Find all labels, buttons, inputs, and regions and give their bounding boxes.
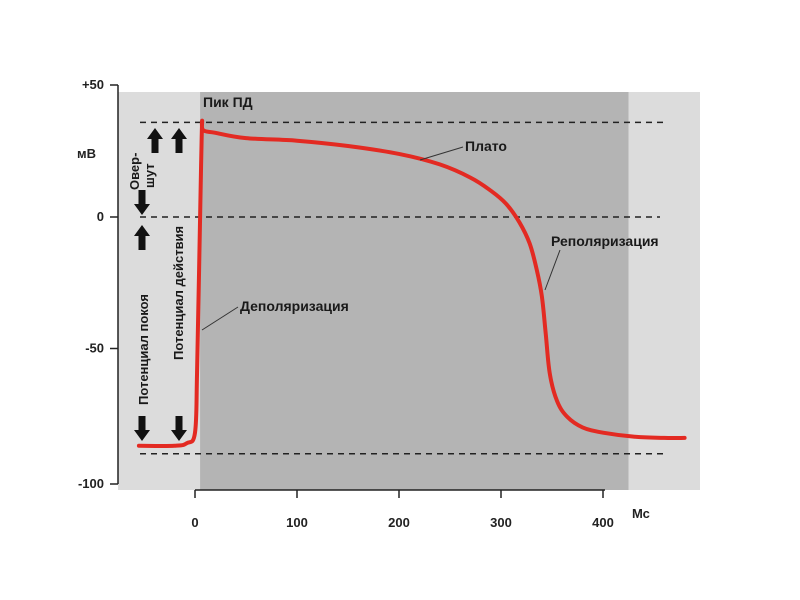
y-tick-label: -50 [85, 341, 104, 356]
y-tick-label: -100 [78, 476, 104, 491]
annotation-peak: Пик ПД [203, 94, 253, 110]
arrow-up-zero-left [134, 225, 150, 250]
arrow-up-action-top [171, 128, 187, 153]
y-axis-label: мВ [77, 146, 96, 161]
arrow-down-resting-right [171, 416, 187, 441]
annotation-plateau: Плато [465, 138, 507, 154]
y-tick-label: 0 [97, 209, 104, 224]
x-tick-label: 200 [388, 515, 410, 530]
x-tick-label: 100 [286, 515, 308, 530]
arrow-up-overshoot-top [147, 128, 163, 153]
annotation-action-potential: Потенциал действия [171, 226, 186, 360]
y-tick-label: +50 [82, 77, 104, 92]
series-line [136, 118, 687, 449]
annotation-resting-potential: Потенциал покоя [136, 294, 151, 405]
x-tick-label: 400 [592, 515, 614, 530]
arrow-down-resting-left [134, 416, 150, 441]
shaded-region [200, 92, 629, 490]
annotation-depolarization-leader [201, 306, 239, 331]
x-axis-label: Мс [632, 506, 650, 521]
annotation-overshoot-1: Овер- [127, 153, 142, 190]
annotation-repolarization: Реполяризация [551, 233, 659, 249]
annotation-depolarization: Деполяризация [240, 298, 349, 314]
annotation-overshoot-2: шут [142, 163, 157, 188]
arrow-down-overshoot-bottom [134, 190, 150, 215]
annotation-repolarization-leader [544, 249, 561, 291]
x-tick-label: 300 [490, 515, 512, 530]
annotation-plateau-leader [419, 146, 464, 161]
x-tick-label: 0 [191, 515, 198, 530]
